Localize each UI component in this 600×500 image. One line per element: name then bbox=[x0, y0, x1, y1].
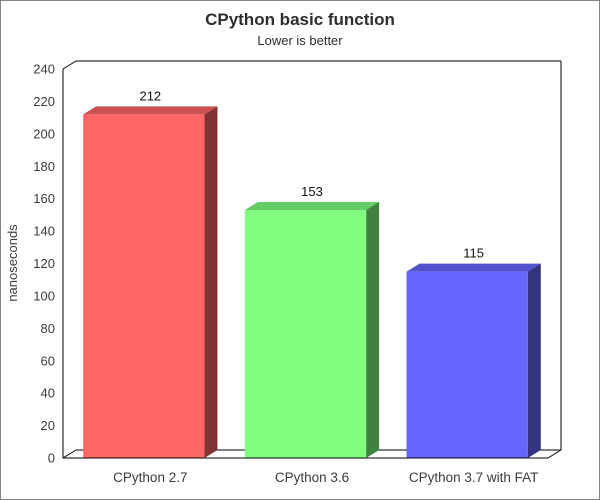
bar-top-face bbox=[83, 106, 218, 115]
chart-subtitle: Lower is better bbox=[257, 33, 343, 48]
plot-bottom-left-depth-edge bbox=[62, 449, 77, 459]
bar-front-face bbox=[83, 114, 205, 458]
x-category-label: CPython 3.7 with FAT bbox=[409, 470, 539, 485]
y-tick-label: 40 bbox=[41, 386, 55, 401]
y-tick-label: 100 bbox=[33, 288, 55, 303]
bar-top-face bbox=[244, 202, 380, 211]
y-tick-label: 200 bbox=[33, 126, 55, 141]
y-tick-label: 0 bbox=[48, 451, 55, 466]
y-tick-label: 120 bbox=[33, 256, 55, 271]
bar-side-face bbox=[366, 202, 380, 458]
plot-bottom-right-depth-edge bbox=[547, 449, 562, 459]
y-tick-label: 180 bbox=[33, 159, 55, 174]
bar-value-label: 115 bbox=[463, 246, 484, 261]
y-tick-label: 160 bbox=[33, 191, 55, 206]
y-axis-title: nanoseconds bbox=[5, 224, 20, 302]
x-category-label: CPython 2.7 bbox=[113, 470, 187, 485]
bar-front-face bbox=[406, 271, 528, 458]
plot-top-left-depth-edge bbox=[62, 60, 77, 70]
y-tick-label: 80 bbox=[41, 321, 55, 336]
bar-side-face bbox=[527, 263, 541, 458]
bar-front-face bbox=[244, 210, 367, 458]
y-tick-label: 140 bbox=[33, 224, 55, 239]
chart-title: CPython basic function bbox=[205, 10, 395, 29]
x-category-label: CPython 3.6 bbox=[275, 470, 349, 485]
y-tick-label: 60 bbox=[41, 353, 55, 368]
bar-value-label: 153 bbox=[301, 184, 323, 199]
y-tick-label: 240 bbox=[33, 62, 55, 77]
y-tick-label: 20 bbox=[41, 418, 55, 433]
bar-value-label: 212 bbox=[139, 88, 161, 103]
bar-side-face bbox=[204, 106, 218, 458]
y-tick-label: 220 bbox=[33, 94, 55, 109]
bar-top-face bbox=[406, 263, 541, 272]
